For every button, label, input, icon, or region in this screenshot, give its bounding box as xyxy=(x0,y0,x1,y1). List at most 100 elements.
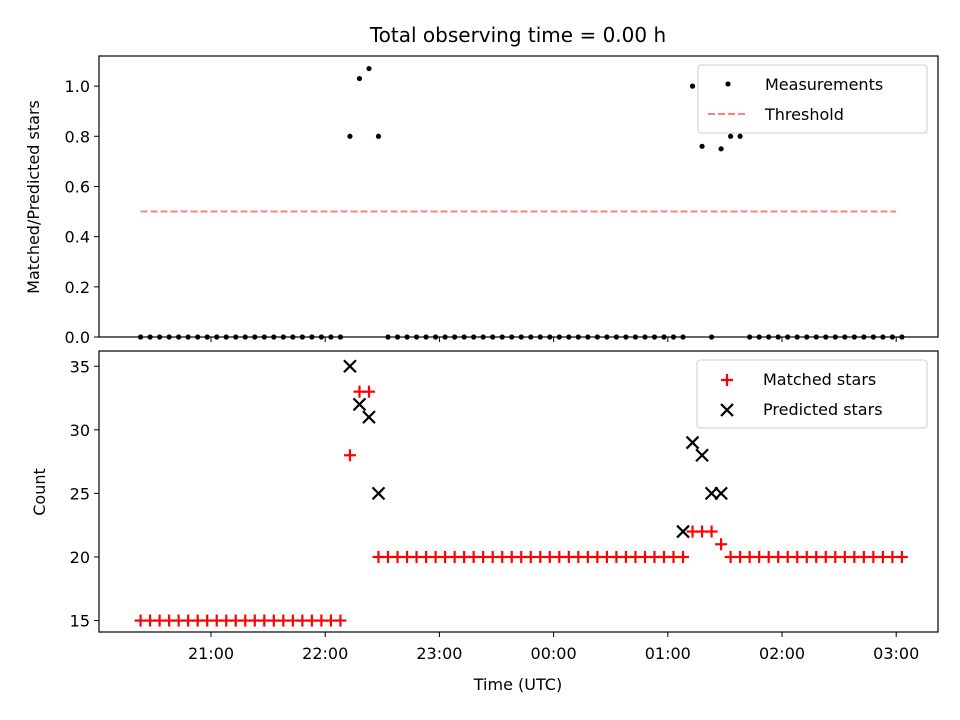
measurement-point xyxy=(642,334,648,340)
bottom-y-axis-label: Count xyxy=(30,468,49,516)
measurement-point xyxy=(223,334,229,340)
legend-measurements-label: Measurements xyxy=(765,75,883,94)
measurement-point xyxy=(290,334,296,340)
measurement-point xyxy=(528,334,534,340)
measurement-point xyxy=(804,334,810,340)
measurement-point xyxy=(861,334,867,340)
matched-point xyxy=(895,550,908,563)
measurement-point xyxy=(347,133,353,139)
measurement-point xyxy=(537,334,543,340)
predicted-point xyxy=(362,410,376,424)
measurement-point xyxy=(385,334,391,340)
measurement-point xyxy=(185,334,191,340)
top-y-tick-label: 0.4 xyxy=(65,228,90,247)
top-y-tick-label: 0.8 xyxy=(65,127,90,146)
bottom-axes-frame xyxy=(98,350,939,633)
measurement-point xyxy=(775,334,781,340)
measurement-point xyxy=(680,334,686,340)
measurement-point xyxy=(452,334,458,340)
measurement-point xyxy=(785,334,791,340)
top-legend: Measurements Threshold xyxy=(697,64,928,134)
bottom-y-tick-label: 15 xyxy=(70,612,90,631)
measurement-point xyxy=(737,133,743,139)
measurement-point xyxy=(728,133,734,139)
bottom-y-ticks: 15 20 25 30 35 xyxy=(70,357,99,631)
measurement-point xyxy=(299,334,305,340)
measurement-point xyxy=(575,334,581,340)
measurement-point xyxy=(356,75,363,82)
predicted-point xyxy=(714,486,728,501)
top-y-tick-label: 0.6 xyxy=(65,177,90,196)
measurement-point xyxy=(157,334,163,340)
x-axis-label: Time (UTC) xyxy=(473,675,562,694)
measurement-point xyxy=(337,334,344,340)
measurement-point xyxy=(623,334,629,340)
measurement-point xyxy=(280,334,286,340)
x-tick-label: 00:00 xyxy=(531,644,577,663)
matched-point xyxy=(677,550,690,563)
measurement-point xyxy=(442,334,448,340)
x-tick-label: 22:00 xyxy=(302,644,348,663)
bottom-y-tick-label: 30 xyxy=(70,421,90,440)
measurement-point xyxy=(689,83,696,89)
measurement-point xyxy=(880,334,886,340)
measurement-point xyxy=(413,334,420,340)
measurement-point xyxy=(823,334,829,340)
top-y-tick-label: 0.0 xyxy=(65,328,90,347)
measurement-point xyxy=(394,334,401,340)
measurement-point xyxy=(661,334,667,340)
measurement-point xyxy=(766,334,772,340)
measurement-point xyxy=(851,334,857,340)
bottom-axes: 15 20 25 30 35 21:00 22:00 23:00 00:00 01:00 02:0… xyxy=(30,350,939,694)
matched-points xyxy=(134,385,908,627)
top-axes-frame xyxy=(98,55,939,338)
measurement-point xyxy=(176,334,182,340)
measurement-point xyxy=(556,334,562,340)
measurement-point xyxy=(547,334,553,340)
measurement-point xyxy=(166,334,172,340)
top-y-ticks: 0.0 0.2 0.4 0.6 0.8 1.0 xyxy=(65,77,99,347)
measurement-point xyxy=(214,334,220,340)
measurement-point xyxy=(794,334,800,340)
measurement-point xyxy=(632,334,639,340)
measurement-point xyxy=(233,334,239,340)
x-tick-label: 21:00 xyxy=(188,644,234,663)
measurement-point xyxy=(309,334,315,340)
x-tick-label: 01:00 xyxy=(645,644,691,663)
bottom-x-ticks: 21:00 22:00 23:00 00:00 01:00 02:00 03:00 xyxy=(188,632,919,663)
predicted-point xyxy=(371,486,386,501)
predicted-point xyxy=(343,359,357,374)
matched-point xyxy=(362,385,375,398)
x-tick-label: 02:00 xyxy=(759,644,805,663)
measurement-point xyxy=(566,334,572,340)
measurement-point xyxy=(137,334,144,340)
measurement-point xyxy=(718,146,724,152)
bottom-legend: Matched stars Predicted stars xyxy=(696,359,928,429)
predicted-point xyxy=(695,448,709,463)
matched-point xyxy=(334,614,347,627)
matched-point xyxy=(715,538,728,551)
bottom-y-tick-label: 35 xyxy=(70,357,90,376)
measurement-point xyxy=(318,334,324,340)
measurement-point xyxy=(480,334,486,340)
measurement-point xyxy=(499,334,505,340)
legend-predicted-marker xyxy=(720,403,734,417)
predicted-point xyxy=(676,524,690,539)
measurement-point xyxy=(147,334,153,340)
top-axes: 0.0 0.2 0.4 0.6 0.8 1.0 Matched/Predicted sta… xyxy=(24,55,939,347)
legend-predicted-label: Predicted stars xyxy=(763,400,883,419)
top-y-axis-label: Matched/Predicted stars xyxy=(24,100,43,294)
measurement-point xyxy=(842,334,848,340)
measurement-point xyxy=(747,334,753,340)
top-x-ticks xyxy=(210,337,897,342)
measurement-point xyxy=(708,334,715,340)
measurement-point xyxy=(870,334,876,340)
measurement-point xyxy=(423,334,429,340)
measurement-point xyxy=(490,334,496,340)
top-y-tick-label: 1.0 xyxy=(65,77,90,96)
measurement-point xyxy=(756,334,762,340)
measurement-point xyxy=(594,334,600,340)
measurement-point xyxy=(471,334,477,340)
x-tick-label: 03:00 xyxy=(873,644,919,663)
